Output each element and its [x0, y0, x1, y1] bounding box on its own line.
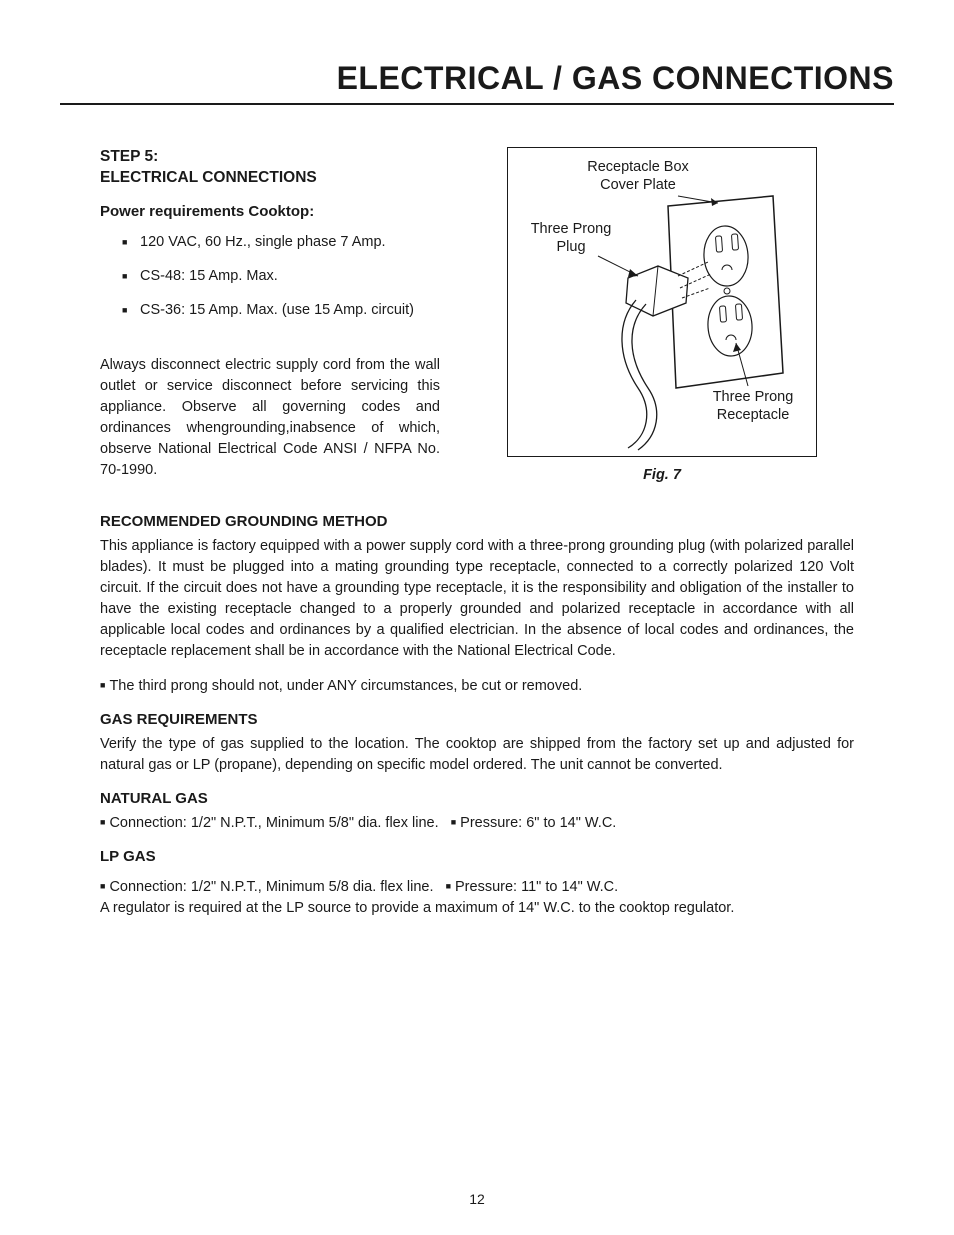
- figure-caption: Fig. 7: [470, 467, 854, 483]
- natural-gas-head: NATURAL GAS: [100, 790, 854, 807]
- gas-req-body: Verify the type of gas supplied to the l…: [100, 734, 854, 776]
- power-requirements-head: Power requirements Cooktop:: [100, 203, 440, 220]
- lp-gas-head: LP GAS: [100, 848, 854, 865]
- lp-gas-block: ■ Connection: 1/2" N.P.T., Minimum 5/8 di…: [100, 877, 854, 919]
- disconnect-paragraph: Always disconnect electric supply cord f…: [100, 355, 440, 481]
- lp-regulator: A regulator is required at the LP source…: [100, 900, 734, 916]
- gas-req-head: GAS REQUIREMENTS: [100, 711, 854, 728]
- step-number: STEP 5:: [100, 148, 158, 165]
- bullet-icon: ■: [100, 817, 105, 827]
- content-area: STEP 5: ELECTRICAL CONNECTIONS Power req…: [60, 147, 894, 919]
- step-heading: ELECTRICAL CONNECTIONS: [100, 169, 317, 186]
- outlet-diagram: [508, 148, 814, 454]
- grounding-note-text: The third prong should not, under ANY ci…: [109, 678, 582, 694]
- page-title: ELECTRICAL / GAS CONNECTIONS: [60, 60, 894, 105]
- natural-gas-line: ■ Connection: 1/2" N.P.T., Minimum 5/8" d…: [100, 813, 854, 834]
- lp-press: Pressure: 11" to 14" W.C.: [455, 879, 618, 895]
- left-column: STEP 5: ELECTRICAL CONNECTIONS Power req…: [100, 147, 440, 495]
- right-column: Receptacle Box Cover Plate Three Prong P…: [470, 147, 854, 495]
- natural-conn: Connection: 1/2" N.P.T., Minimum 5/8" di…: [109, 815, 438, 831]
- page-number: 12: [0, 1191, 954, 1207]
- natural-press: Pressure: 6" to 14" W.C.: [460, 815, 616, 831]
- lp-conn: Connection: 1/2" N.P.T., Minimum 5/8 dia…: [109, 879, 433, 895]
- step-label: STEP 5: ELECTRICAL CONNECTIONS: [100, 147, 440, 189]
- grounding-head: RECOMMENDED GROUNDING METHOD: [100, 513, 854, 530]
- bullet-item: 120 VAC, 60 Hz., single phase 7 Amp.: [140, 232, 440, 252]
- grounding-note: ■ The third prong should not, under ANY c…: [100, 676, 854, 697]
- bullet-icon: ■: [451, 817, 456, 827]
- grounding-body: This appliance is factory equipped with …: [100, 536, 854, 662]
- power-bullets: 120 VAC, 60 Hz., single phase 7 Amp. CS-…: [100, 232, 440, 321]
- bullet-icon: ■: [100, 881, 105, 891]
- bullet-item: CS-36: 15 Amp. Max. (use 15 Amp. circuit…: [140, 300, 440, 320]
- figure-box: Receptacle Box Cover Plate Three Prong P…: [507, 147, 817, 457]
- bullet-icon: ■: [100, 680, 105, 690]
- figure-7: Receptacle Box Cover Plate Three Prong P…: [470, 147, 854, 483]
- bullet-item: CS-48: 15 Amp. Max.: [140, 266, 440, 286]
- bullet-icon: ■: [446, 881, 451, 891]
